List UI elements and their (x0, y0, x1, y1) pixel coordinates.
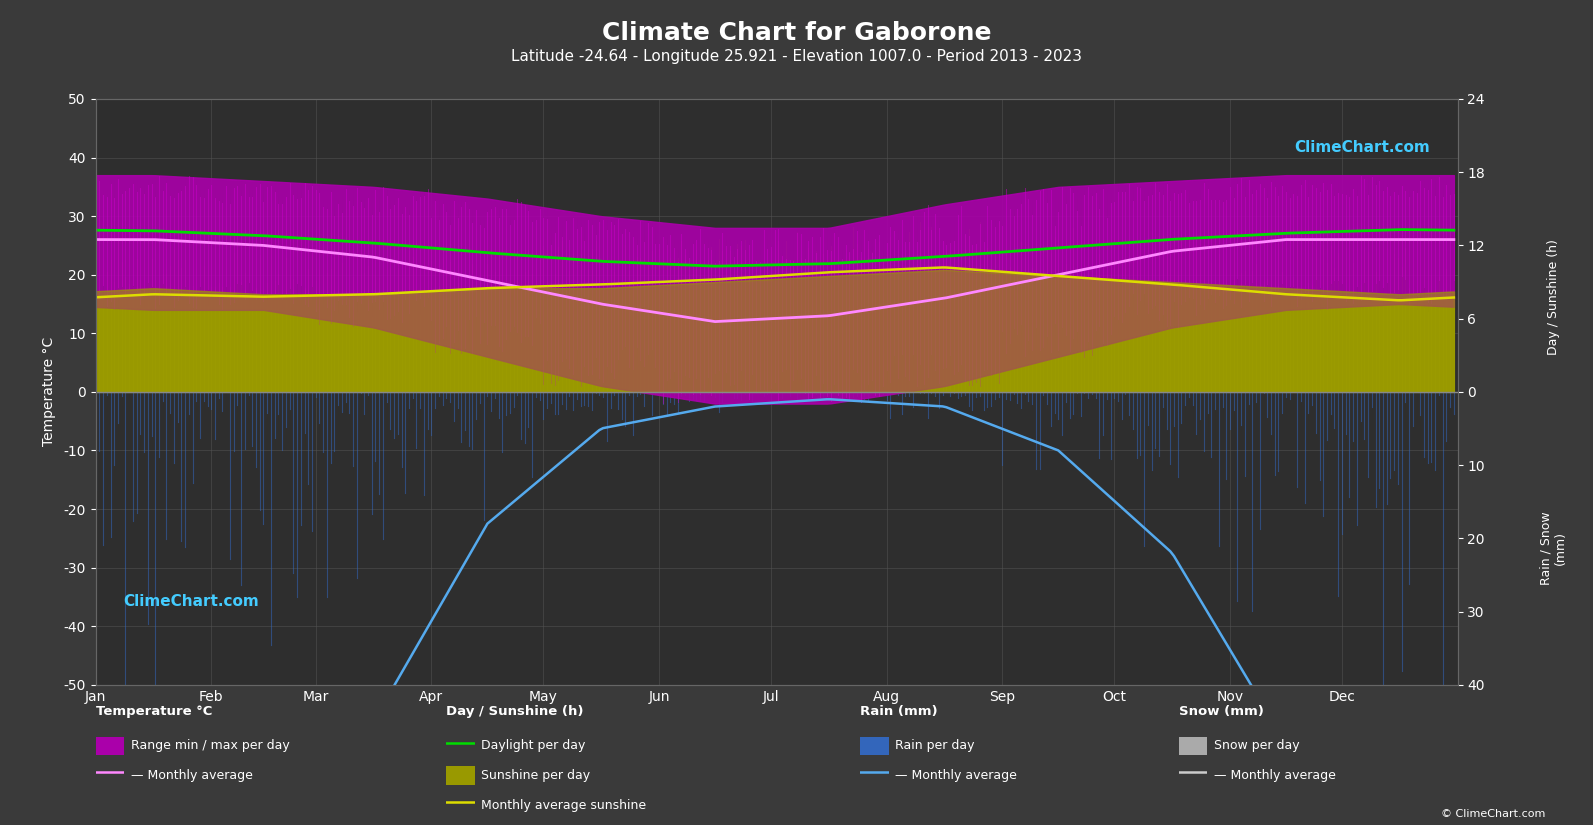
Text: Range min / max per day: Range min / max per day (131, 739, 290, 752)
Text: Day / Sunshine (h): Day / Sunshine (h) (446, 705, 583, 719)
Text: — Monthly average: — Monthly average (131, 769, 253, 782)
Text: Rain per day: Rain per day (895, 739, 975, 752)
Y-axis label: Temperature °C: Temperature °C (43, 337, 56, 446)
Text: — Monthly average: — Monthly average (1214, 769, 1337, 782)
Text: Daylight per day: Daylight per day (481, 739, 586, 752)
Text: Temperature °C: Temperature °C (96, 705, 212, 719)
Text: ClimeChart.com: ClimeChart.com (1294, 140, 1431, 155)
Text: Sunshine per day: Sunshine per day (481, 769, 591, 782)
Text: Latitude -24.64 - Longitude 25.921 - Elevation 1007.0 - Period 2013 - 2023: Latitude -24.64 - Longitude 25.921 - Ele… (511, 50, 1082, 64)
Text: ClimeChart.com: ClimeChart.com (123, 594, 258, 609)
Text: Snow (mm): Snow (mm) (1179, 705, 1263, 719)
Text: © ClimeChart.com: © ClimeChart.com (1440, 808, 1545, 818)
Text: Climate Chart for Gaborone: Climate Chart for Gaborone (602, 21, 991, 45)
Text: — Monthly average: — Monthly average (895, 769, 1018, 782)
Text: Monthly average sunshine: Monthly average sunshine (481, 799, 647, 812)
Text: Day / Sunshine (h): Day / Sunshine (h) (1547, 239, 1560, 355)
Text: Rain (mm): Rain (mm) (860, 705, 938, 719)
Text: Snow per day: Snow per day (1214, 739, 1300, 752)
Text: Rain / Snow
(mm): Rain / Snow (mm) (1539, 512, 1568, 585)
